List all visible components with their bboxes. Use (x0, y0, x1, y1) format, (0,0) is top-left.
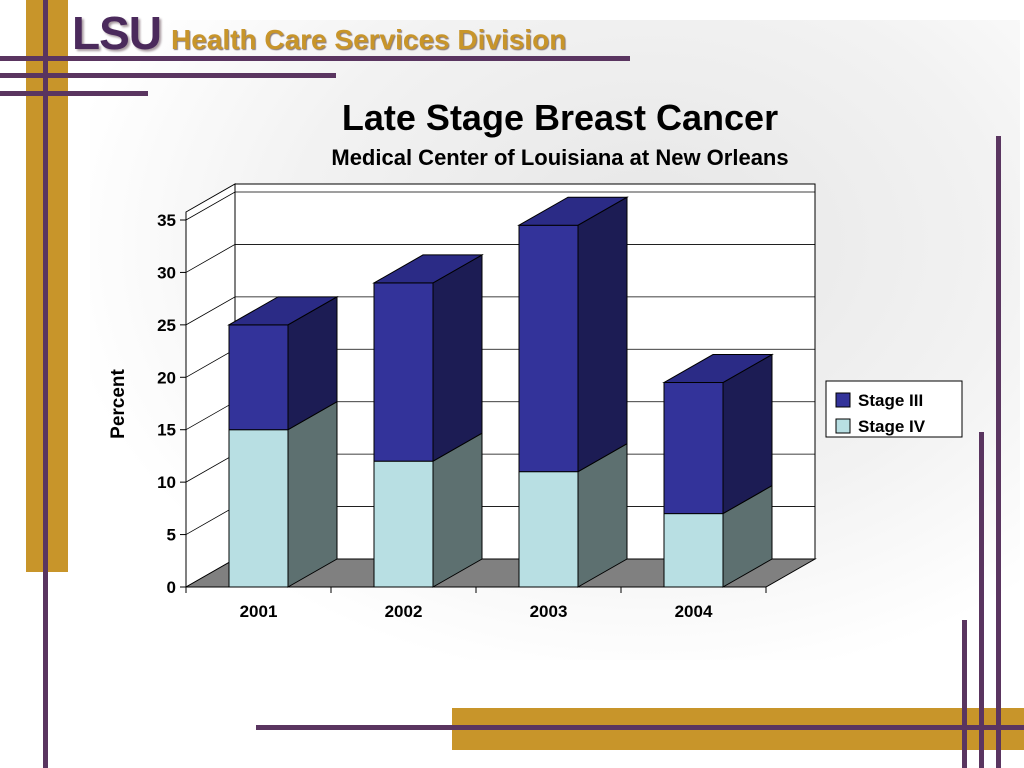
purple-vertical-line-left (43, 0, 48, 768)
y-tick-label: 5 (167, 526, 176, 545)
legend-label: Stage III (858, 391, 923, 410)
x-tick-label: 2003 (530, 602, 568, 621)
y-tick-label: 30 (157, 263, 176, 282)
y-tick-label: 15 (157, 421, 176, 440)
y-tick-label: 20 (157, 368, 176, 387)
purple-horizontal-line-1 (0, 56, 630, 61)
gridline (185, 191, 815, 221)
bar-stage-iv-2001 (228, 429, 289, 588)
slide-header: LSU Health Care Services Division (72, 6, 567, 59)
bar-side-stage-iii-2002 (432, 254, 483, 463)
chart-side-wall (185, 183, 236, 588)
purple-horizontal-line-bottom (256, 725, 1024, 730)
y-tick-label: 10 (157, 473, 176, 492)
y-tick-label: 35 (157, 211, 176, 230)
bar-stage-iv-2003 (518, 471, 579, 588)
x-tick-label: 2001 (240, 602, 278, 621)
bar-stage-iv-2004 (663, 513, 724, 588)
y-tick-label: 25 (157, 316, 176, 335)
bar-stage-iv-2002 (373, 460, 434, 588)
bar-stage-iii-2004 (663, 382, 724, 515)
division-name: Health Care Services Division (171, 24, 567, 55)
purple-horizontal-line-2 (0, 73, 336, 78)
chart-subtitle: Medical Center of Louisiana at New Orlea… (331, 145, 789, 170)
purple-vertical-line-right-1 (962, 620, 967, 768)
purple-vertical-line-right-2 (979, 432, 984, 768)
bar-top-2003 (517, 196, 629, 226)
legend-swatch (835, 392, 851, 408)
bar-top-2002 (372, 254, 484, 284)
bar-stage-iii-2003 (518, 224, 579, 473)
bar-stage-iii-2002 (373, 282, 434, 462)
bar-side-stage-iii-2003 (577, 196, 628, 473)
bar-side-stage-iv-2001 (287, 400, 338, 588)
y-axis-label: Percent (108, 368, 129, 438)
bar-stage-iii-2001 (228, 324, 289, 431)
y-tick-label: 0 (167, 578, 176, 597)
legend-label: Stage IV (858, 417, 926, 436)
x-tick-label: 2002 (385, 602, 423, 621)
bar-top-2001 (227, 296, 339, 326)
bar-top-2004 (662, 354, 774, 384)
purple-vertical-line-right-3 (996, 136, 1001, 768)
chart-title: Late Stage Breast Cancer (341, 97, 779, 138)
x-tick-label: 2004 (675, 602, 713, 621)
lsu-logo-text: LSU (72, 7, 162, 59)
legend-swatch (835, 418, 851, 434)
purple-horizontal-line-3 (0, 91, 148, 96)
